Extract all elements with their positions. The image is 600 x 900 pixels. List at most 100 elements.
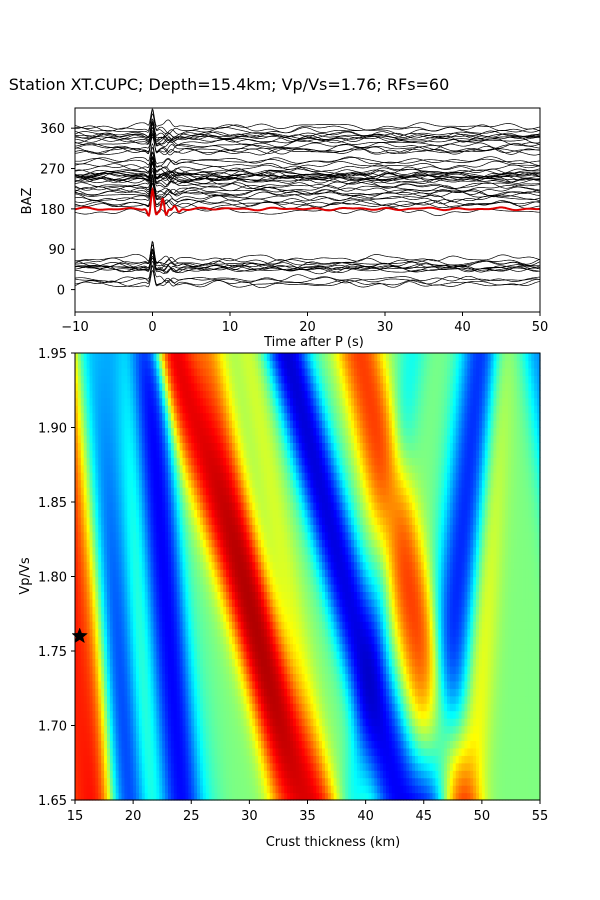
- hk-heatmap-cell: [278, 732, 282, 741]
- hk-heatmap-cell: [345, 792, 349, 801]
- hk-heatmap-cell: [319, 785, 323, 794]
- hk-heatmap-cell: [345, 732, 349, 741]
- rf-x-tick-label: 10: [222, 320, 239, 335]
- hk-heatmap-cell: [449, 732, 454, 741]
- hk-heatmap-cell: [423, 777, 428, 786]
- hk-heatmap-cell: [80, 770, 85, 779]
- hk-heatmap-cell: [292, 762, 297, 771]
- hk-heatmap-cell: [458, 747, 463, 756]
- hk-heatmap-cell: [130, 770, 134, 779]
- hk-heatmap-cell: [290, 732, 294, 741]
- hk-heatmap-cell: [281, 762, 285, 771]
- hk-heatmap-cell: [231, 792, 236, 801]
- rf-x-axis-label: Time after P (s): [263, 335, 364, 350]
- hk-heatmap-cell: [223, 777, 227, 786]
- hk-heatmap-cell: [336, 792, 341, 801]
- hk-heatmap-cell: [272, 770, 277, 779]
- hk-heatmap-cell: [173, 740, 178, 749]
- hk-heatmap-cell: [89, 747, 94, 756]
- hk-heatmap-cell: [159, 725, 163, 734]
- hk-heatmap-cell: [394, 762, 399, 771]
- hk-heatmap-cell: [412, 732, 416, 741]
- hk-heatmap-cell: [234, 718, 239, 727]
- hk-heatmap-cell: [481, 770, 486, 779]
- hk-heatmap-cell: [464, 770, 468, 779]
- hk-heatmap-cell: [83, 777, 88, 786]
- hk-heatmap-cell: [415, 785, 419, 794]
- hk-heatmap-cell: [101, 732, 105, 741]
- hk-heatmap-cell: [374, 762, 378, 771]
- hk-heatmap-cell: [133, 770, 137, 779]
- hk-heatmap-cell: [176, 718, 181, 727]
- hk-heatmap-cell: [307, 747, 312, 756]
- hk-heatmap-cell: [351, 785, 355, 794]
- hk-heatmap-cell: [165, 732, 169, 741]
- hk-heatmap-cell: [188, 718, 192, 727]
- hk-heatmap-cell: [324, 740, 329, 749]
- hk-heatmap-cell: [374, 770, 378, 779]
- hk-heatmap-cell: [165, 792, 169, 801]
- hk-heatmap-cell: [292, 747, 297, 756]
- hk-heatmap-cell: [89, 725, 94, 734]
- hk-heatmap-cell: [496, 777, 500, 786]
- hk-heatmap-cell: [266, 762, 271, 771]
- hk-heatmap-cell: [438, 762, 442, 771]
- hk-heatmap-cell: [406, 747, 410, 756]
- hk-heatmap-cell: [359, 770, 364, 779]
- hk-heatmap-cell: [420, 792, 425, 801]
- hk-heatmap-cell: [295, 792, 300, 801]
- hk-heatmap-cell: [226, 785, 230, 794]
- hk-heatmap-cell: [339, 785, 343, 794]
- hk-heatmap-cell: [420, 718, 425, 727]
- hk-heatmap-cell: [345, 747, 349, 756]
- hk-heatmap-cell: [330, 725, 335, 734]
- hk-heatmap-cell: [290, 740, 294, 749]
- hk-heatmap-cell: [438, 725, 442, 734]
- hk-heatmap-cell: [83, 755, 88, 764]
- hk-heatmap-cell: [205, 762, 210, 771]
- hk-heatmap-cell: [231, 718, 236, 727]
- hk-heatmap-cell: [388, 740, 393, 749]
- hk-heatmap-cell: [258, 740, 262, 749]
- hk-heatmap-cell: [327, 718, 332, 727]
- hk-heatmap-cell: [324, 732, 329, 741]
- hk-heatmap-cell: [432, 747, 436, 756]
- hk-heatmap-cell: [249, 792, 253, 801]
- hk-heatmap-cell: [211, 718, 216, 727]
- hk-heatmap-cell: [144, 770, 149, 779]
- hk-heatmap-cell: [208, 732, 213, 741]
- hk-heatmap-cell: [208, 747, 213, 756]
- hk-heatmap-cell: [95, 755, 99, 764]
- hk-heatmap-cell: [191, 718, 195, 727]
- rf-trace: [75, 255, 540, 273]
- hk-heatmap-cell: [101, 740, 105, 749]
- hk-heatmap-cell: [380, 777, 384, 786]
- hk-heatmap-cell: [77, 732, 82, 741]
- hk-heatmap-cell: [159, 785, 163, 794]
- rf-x-tick-label: 50: [532, 320, 549, 335]
- hk-heatmap-cell: [423, 785, 428, 794]
- hk-heatmap-cell: [179, 785, 184, 794]
- hk-heatmap-cell: [484, 732, 489, 741]
- hk-heatmap-cell: [98, 755, 102, 764]
- hk-heatmap-cell: [383, 785, 387, 794]
- hk-heatmap-cell: [307, 725, 312, 734]
- hk-heatmap-cell: [194, 762, 198, 771]
- hk-heatmap-cell: [525, 755, 529, 764]
- hk-heatmap-cell: [202, 732, 207, 741]
- hk-heatmap-cell: [385, 718, 390, 727]
- hk-heatmap-cell: [191, 792, 195, 801]
- hk-heatmap-cell: [287, 747, 291, 756]
- hk-heatmap-cell: [307, 762, 312, 771]
- hk-heatmap-cell: [333, 755, 338, 764]
- hk-heatmap-cell: [391, 732, 396, 741]
- hk-heatmap-cell: [153, 785, 157, 794]
- hk-heatmap-cell: [124, 785, 128, 794]
- hk-heatmap-cell: [217, 755, 221, 764]
- hk-heatmap-cell: [371, 792, 375, 801]
- hk-heatmap-cell: [455, 770, 460, 779]
- hk-heatmap-cell: [220, 718, 224, 727]
- hk-heatmap-cell: [420, 777, 425, 786]
- hk-heatmap-cell: [534, 762, 538, 771]
- hk-heatmap-cell: [368, 785, 373, 794]
